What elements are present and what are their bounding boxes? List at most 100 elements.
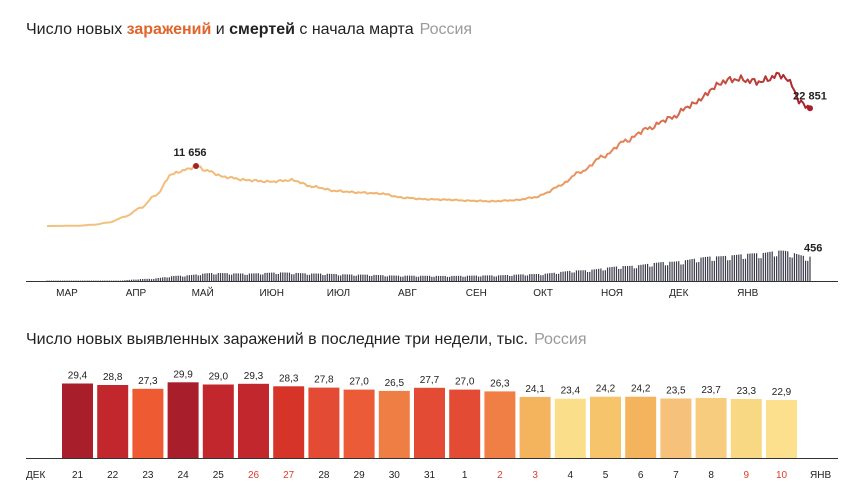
deaths-bar	[776, 256, 778, 281]
deaths-bar	[377, 275, 380, 281]
bar[interactable]	[202, 384, 234, 459]
title-deaths: смертей	[229, 21, 295, 38]
deaths-bar	[315, 273, 317, 281]
deaths-bar	[549, 273, 551, 281]
bar[interactable]	[62, 383, 93, 459]
bar[interactable]	[695, 398, 727, 458]
deaths-bar	[242, 273, 244, 281]
bar-value-label: 29,4	[68, 371, 88, 382]
deaths-bar	[348, 274, 351, 281]
deaths-bar	[284, 272, 286, 281]
bar[interactable]	[590, 396, 621, 458]
bar[interactable]	[308, 387, 340, 458]
deaths-bar	[449, 276, 451, 281]
bar[interactable]	[167, 382, 199, 458]
deaths-bar	[715, 256, 718, 281]
deaths-bar	[286, 272, 288, 281]
deaths-bar	[515, 274, 517, 281]
bar-category-label: 23	[142, 470, 154, 481]
deaths-bar	[295, 272, 297, 281]
deaths-bar	[368, 275, 371, 281]
deaths-bar	[497, 275, 500, 281]
weekly-bar-chart-title: Число новых выявленных заражений в после…	[26, 331, 587, 349]
deaths-bar	[130, 279, 133, 281]
deaths-bar	[177, 275, 179, 281]
deaths-bar	[531, 274, 533, 281]
deaths-bars	[46, 250, 811, 281]
deaths-bar	[595, 269, 598, 281]
deaths-bar	[529, 274, 531, 281]
deaths-bar	[667, 265, 669, 281]
region-label[interactable]: Россия	[419, 21, 473, 38]
deaths-bar	[282, 272, 284, 281]
deaths-bar	[544, 273, 546, 281]
deaths-bar	[780, 250, 782, 281]
bar-value-label: 22,9	[772, 387, 792, 398]
deaths-bar	[335, 274, 337, 281]
deaths-bar	[355, 275, 357, 281]
bar[interactable]	[132, 388, 164, 458]
deaths-bar	[546, 273, 549, 281]
bar[interactable]	[97, 385, 129, 458]
deaths-bar	[796, 253, 798, 281]
deaths-bar	[733, 255, 735, 281]
deaths-bar	[133, 279, 135, 281]
x-tick-label: МАР	[56, 288, 78, 299]
deaths-bar	[291, 274, 293, 281]
deaths-bar	[635, 268, 638, 281]
deaths-bar	[720, 256, 722, 281]
deaths-bar	[520, 274, 522, 281]
deaths-bar	[673, 261, 675, 281]
deaths-bar	[342, 274, 344, 281]
deaths-bar	[364, 274, 366, 281]
deaths-bar	[633, 268, 635, 281]
bar[interactable]	[484, 391, 516, 458]
deaths-bar	[124, 280, 126, 281]
x-tick-label: АВГ	[398, 288, 417, 299]
deaths-bar	[675, 261, 678, 281]
x-tick-label: ИЮЛ	[327, 288, 350, 299]
deaths-bar	[404, 275, 406, 281]
bar-value-label: 23,3	[737, 386, 757, 397]
bar-category-label: 8	[708, 470, 714, 481]
bar[interactable]	[238, 383, 269, 458]
bar-category-label: 5	[603, 470, 609, 481]
deaths-bar	[213, 274, 215, 281]
deaths-bar	[718, 256, 720, 281]
bar[interactable]	[660, 398, 692, 459]
infections-peak-marker[interactable]	[193, 162, 200, 169]
deaths-bar	[760, 258, 762, 281]
bar-chart-region-label[interactable]: Россия	[534, 331, 587, 348]
bar-category-label: 3	[532, 470, 538, 481]
deaths-bar	[693, 258, 695, 281]
deaths-bar	[538, 274, 540, 281]
bar[interactable]	[414, 387, 445, 458]
deaths-bar	[542, 275, 544, 281]
deaths-bar	[391, 275, 393, 281]
bar[interactable]	[519, 396, 551, 458]
deaths-bar	[360, 274, 362, 281]
bar[interactable]	[449, 389, 481, 458]
bar[interactable]	[554, 398, 586, 458]
deaths-bar	[248, 273, 251, 281]
infections-last-marker[interactable]	[807, 105, 813, 112]
deaths-bar	[384, 276, 386, 281]
bar[interactable]	[730, 399, 762, 458]
deaths-bar	[424, 275, 426, 281]
deaths-bar	[769, 251, 771, 281]
deaths-bar	[386, 276, 388, 281]
bar[interactable]	[378, 390, 410, 458]
bar[interactable]	[273, 386, 305, 458]
bar[interactable]	[766, 400, 797, 458]
deaths-bar	[644, 264, 646, 281]
deaths-bar	[642, 264, 644, 281]
deaths-bar	[299, 273, 302, 281]
bar[interactable]	[343, 389, 375, 458]
deaths-bar	[711, 260, 713, 281]
deaths-bar	[502, 275, 504, 281]
deaths-bar	[246, 274, 248, 281]
deaths-bar	[226, 273, 228, 281]
deaths-bar	[166, 277, 168, 281]
bar[interactable]	[625, 396, 657, 458]
deaths-bar	[573, 272, 575, 281]
